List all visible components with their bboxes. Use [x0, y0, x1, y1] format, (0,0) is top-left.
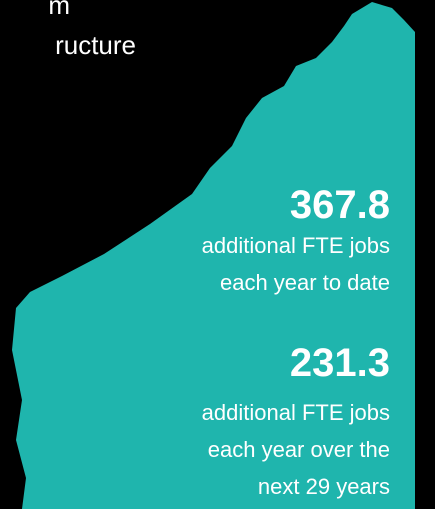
stat-value: 367.8 — [290, 183, 390, 227]
stat-text: additional FTE jobs — [202, 233, 390, 258]
stat-text: each year over the — [208, 437, 390, 462]
stat-text: next 29 years — [258, 474, 390, 499]
stat-text: each year to date — [220, 270, 390, 295]
map-shape — [12, 2, 415, 509]
heading-line: ructure — [55, 30, 136, 60]
heading-line: m — [48, 0, 70, 20]
stat-value: 231.3 — [290, 341, 390, 385]
stat-text: additional FTE jobs — [202, 400, 390, 425]
